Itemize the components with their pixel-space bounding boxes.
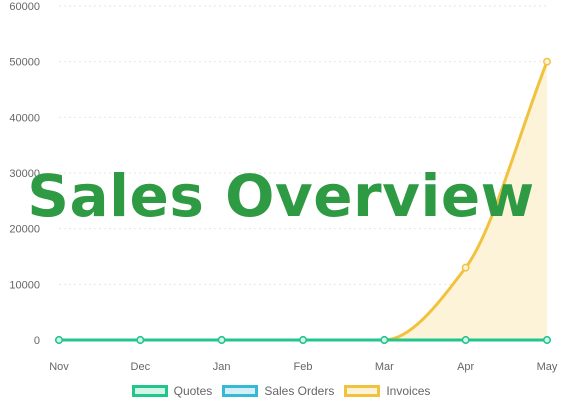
y-tick-label: 10000 (9, 279, 40, 291)
y-tick-label: 50000 (9, 57, 40, 69)
legend-swatch (344, 385, 381, 397)
x-axis-ticks: Nov Dec Jan Feb Mar Apr May (49, 361, 558, 373)
y-axis-ticks: 0 10000 20000 30000 40000 50000 60000 (9, 1, 40, 347)
legend-swatch (222, 385, 259, 397)
data-point[interactable] (217, 336, 226, 344)
series-area (59, 61, 547, 341)
x-tick-label: Apr (457, 361, 474, 373)
data-point[interactable] (461, 336, 470, 344)
series-invoices (55, 57, 551, 344)
x-tick-label: May (537, 361, 558, 373)
legend-swatch (131, 385, 168, 397)
y-tick-label: 30000 (9, 168, 40, 180)
x-tick-label: Nov (49, 361, 69, 373)
data-point[interactable] (55, 336, 63, 344)
legend-item-quotes[interactable]: Quotes (131, 384, 213, 398)
chart-legend: Quotes Sales Orders Invoices (0, 384, 562, 398)
x-tick-label: Feb (294, 361, 313, 373)
series-quotes (55, 336, 551, 344)
data-point[interactable] (380, 336, 389, 344)
series-layer (55, 57, 551, 344)
data-point[interactable] (543, 336, 551, 344)
data-point[interactable] (136, 336, 145, 344)
legend-item-invoices[interactable]: Invoices (344, 384, 430, 398)
x-tick-label: Mar (375, 361, 394, 373)
legend-label: Quotes (173, 384, 213, 398)
x-tick-label: Dec (131, 361, 151, 373)
data-point[interactable] (299, 336, 307, 344)
data-point[interactable] (543, 57, 551, 66)
legend-label: Invoices (386, 384, 431, 398)
y-tick-label: 60000 (9, 1, 40, 13)
legend-item-sales-orders[interactable]: Sales Orders (222, 384, 334, 398)
x-tick-label: Jan (213, 361, 231, 373)
y-tick-label: 20000 (9, 224, 40, 236)
y-tick-label: 0 (34, 335, 40, 347)
legend-label: Sales Orders (264, 384, 335, 398)
y-tick-label: 40000 (9, 112, 40, 124)
data-point[interactable] (461, 263, 470, 272)
